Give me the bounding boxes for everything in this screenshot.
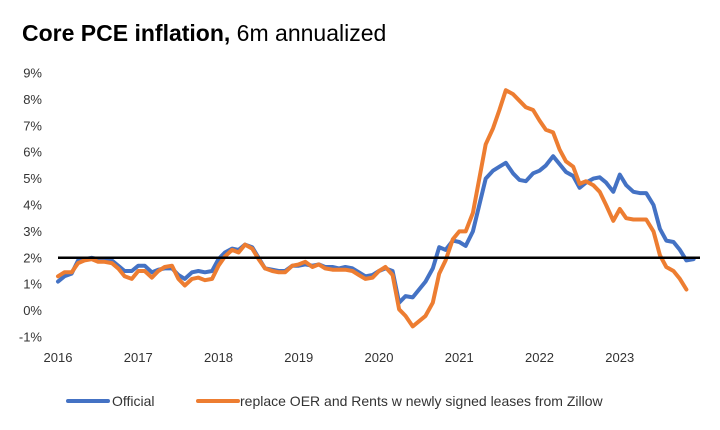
y-axis-ticks: -1% 0% 1% 2% 3% 4% 5% 6% 7% 8% 9%: [19, 66, 43, 345]
y-tick-label: 7%: [23, 118, 42, 133]
y-tick-label: -1%: [19, 330, 43, 345]
y-tick-label: 6%: [23, 145, 42, 160]
y-tick-label: 3%: [23, 224, 42, 239]
chart-title: Core PCE inflation, 6m annualized: [22, 20, 386, 47]
y-tick-label: 0%: [23, 303, 42, 318]
series-line-official: [56, 154, 696, 305]
y-tick-label: 8%: [23, 92, 42, 107]
x-tick-label: 2022: [525, 350, 554, 365]
x-tick-label: 2017: [124, 350, 153, 365]
legend-label: replace OER and Rents w newly signed lea…: [240, 393, 603, 409]
chart-title-rest: 6m annualized: [230, 20, 387, 46]
legend: Official replace OER and Rents w newly si…: [66, 393, 603, 409]
y-tick-label: 2%: [23, 250, 42, 265]
legend-label: Official: [112, 393, 155, 409]
x-axis-ticks: 2016 2017 2018 2019 2020 2021 2022 2023: [44, 350, 635, 365]
series-line-zillow: [56, 88, 689, 329]
x-tick-label: 2021: [445, 350, 474, 365]
y-tick-label: 4%: [23, 198, 42, 213]
y-tick-label: 1%: [23, 277, 42, 292]
x-tick-label: 2018: [204, 350, 233, 365]
x-tick-label: 2023: [605, 350, 634, 365]
y-tick-label: 9%: [23, 66, 42, 81]
x-tick-label: 2019: [284, 350, 313, 365]
chart-title-bold: Core PCE inflation,: [22, 20, 231, 46]
y-tick-label: 5%: [23, 171, 42, 186]
series-lines: [56, 88, 700, 329]
x-tick-label: 2020: [365, 350, 394, 365]
x-tick-label: 2016: [44, 350, 73, 365]
